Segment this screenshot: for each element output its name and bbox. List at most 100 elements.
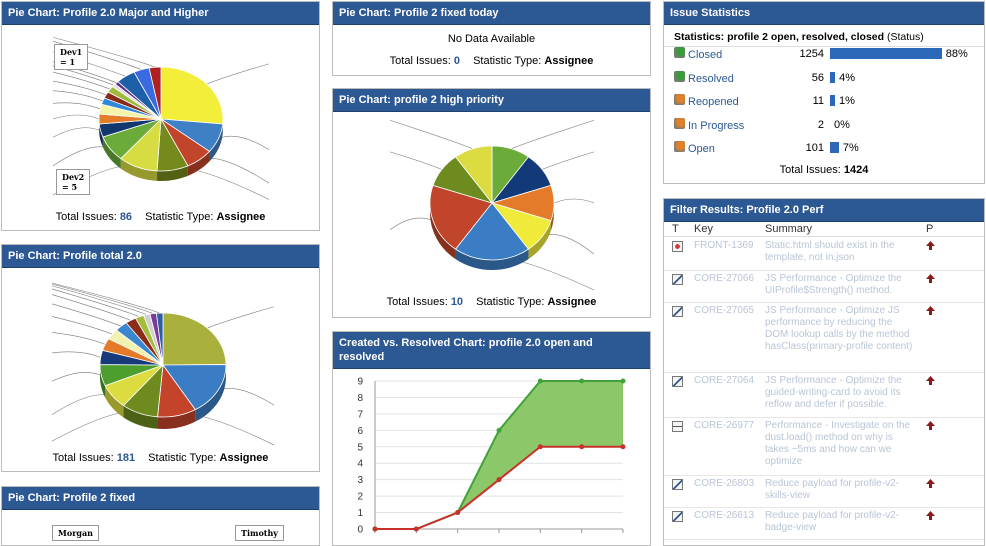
priority-up-arrow-icon <box>926 479 935 488</box>
issue-key-link[interactable]: CORE-26613 <box>694 510 754 521</box>
total-issues-count[interactable]: 10 <box>451 296 463 308</box>
pie-leader-line <box>53 128 101 137</box>
total-issues-count[interactable]: 86 <box>120 211 132 223</box>
issue-key-link[interactable]: FRONT-1369 <box>694 240 753 251</box>
priority-up-arrow-icon <box>926 306 935 315</box>
gadget-title[interactable]: Pie Chart: profile 2 high priority <box>333 89 650 112</box>
statistics-bar <box>830 142 839 153</box>
issue-summary-link[interactable]: JS Performance - Optimize JS performance… <box>765 305 917 353</box>
gadget-title[interactable]: Filter Results: Profile 2.0 Perf <box>664 199 984 222</box>
gadget-title[interactable]: Pie Chart: Profile 2 fixed today <box>333 2 650 25</box>
table-row[interactable]: CORE-26977 Performance - Investigate on t… <box>664 417 984 476</box>
statistics-count: 11 <box>813 95 824 107</box>
pie-slice[interactable] <box>163 313 226 365</box>
pie-leader-line <box>53 81 106 95</box>
gadget-pie-fixed-today: Pie Chart: Profile 2 fixed today No Data… <box>332 1 651 76</box>
pie-leader-line <box>52 286 147 315</box>
pie-leader-line <box>390 218 433 230</box>
gadget-title[interactable]: Pie Chart: Profile 2.0 Major and Higher <box>2 2 319 25</box>
pie-leader-line <box>53 115 99 119</box>
resolved-point[interactable] <box>579 444 584 449</box>
y-tick-label: 3 <box>357 475 363 486</box>
statistics-status-link[interactable]: Open <box>688 143 715 155</box>
issue-summary-link[interactable]: Static.html should exist in the template… <box>765 240 917 264</box>
gadget-created-resolved: Created vs. Resolved Chart: profile 2.0 … <box>332 331 651 546</box>
pie-leader-line <box>207 307 274 328</box>
created-point[interactable] <box>497 428 502 433</box>
statistics-status-link[interactable]: Reopened <box>688 96 739 108</box>
totals-line: Total Issues: 10 Statistic Type: Assigne… <box>333 296 650 308</box>
table-row[interactable]: FRONT-1369 Static.html should exist in th… <box>664 237 984 271</box>
issue-summary-link[interactable]: Performance - Investigate on the dust.lo… <box>765 420 917 468</box>
pie-leader-line <box>52 332 105 344</box>
no-data-message: No Data Available <box>333 33 650 45</box>
issue-key-link[interactable]: CORE-26803 <box>694 478 754 489</box>
statistics-percent: 1% <box>839 95 855 107</box>
pie-leader-line <box>218 388 274 405</box>
table-row[interactable]: CORE-27064 JS Performance - Optimize the … <box>664 372 984 418</box>
col-summary[interactable]: Summary <box>765 223 812 235</box>
table-row[interactable]: CORE-27065 JS Performance - Optimize JS p… <box>664 302 984 373</box>
y-tick-label: 4 <box>357 459 363 470</box>
created-point[interactable] <box>621 379 626 384</box>
priority-up-arrow-icon <box>926 274 935 283</box>
totals-line: Total Issues: 181 Statistic Type: Assign… <box>2 452 319 464</box>
table-row[interactable]: CORE-26613 Reduce payload for profile-v2-… <box>664 507 984 540</box>
y-tick-label: 9 <box>357 377 363 388</box>
callout-dev2: Dev2 = 5 <box>56 169 90 195</box>
statistics-status-link[interactable]: Closed <box>688 49 722 61</box>
gadget-title[interactable]: Created vs. Resolved Chart: profile 2.0 … <box>333 332 650 369</box>
pie-slice[interactable] <box>161 67 223 124</box>
pie-chart-total[interactable] <box>2 267 320 452</box>
issue-summary-link[interactable]: JS Performance - Optimize the UIProfile$… <box>765 273 917 297</box>
pie-leader-line <box>53 147 110 166</box>
pie-chart-high-priority[interactable] <box>333 111 651 296</box>
gadget-title[interactable]: Pie Chart: Profile total 2.0 <box>2 245 319 268</box>
issue-key-link[interactable]: CORE-27066 <box>694 273 754 284</box>
resolved-point[interactable] <box>538 444 543 449</box>
resolved-point[interactable] <box>497 477 502 482</box>
statistics-status-link[interactable]: Resolved <box>688 73 734 85</box>
reopened-icon <box>674 94 685 105</box>
gadget-title[interactable]: Issue Statistics <box>664 2 984 25</box>
gadget-title[interactable]: Pie Chart: Profile 2 fixed <box>2 487 319 510</box>
pie-leader-line <box>542 152 594 170</box>
y-tick-label: 2 <box>357 492 363 503</box>
resolved-point[interactable] <box>414 527 419 532</box>
resolved-point[interactable] <box>455 510 460 515</box>
callout-dev1: Dev1 = 1 <box>54 44 88 70</box>
pie-leader-line <box>52 372 101 381</box>
issue-summary-link[interactable]: JS Performance - Optimize the guided-wri… <box>765 375 917 411</box>
statistics-subtitle: Statistics: profile 2 open, resolved, cl… <box>664 25 984 47</box>
pie-leader-line <box>53 103 100 109</box>
y-tick-label: 1 <box>357 508 363 519</box>
issue-key-link[interactable]: CORE-27064 <box>694 375 754 386</box>
issue-summary-link[interactable]: Reduce payload for profile-v2-skills-vie… <box>765 478 917 502</box>
pie-leader-line <box>52 284 153 314</box>
pie-chart-major[interactable] <box>2 24 320 214</box>
issue-key-link[interactable]: CORE-27065 <box>694 305 754 316</box>
table-row[interactable]: CORE-27066 JS Performance - Optimize the … <box>664 270 984 303</box>
created-point[interactable] <box>579 379 584 384</box>
total-issues-count[interactable]: 181 <box>117 452 135 464</box>
created-point[interactable] <box>538 379 543 384</box>
total-issues-count[interactable]: 0 <box>454 55 460 67</box>
statistics-count: 1254 <box>800 48 824 60</box>
gadget-filter-results: Filter Results: Profile 2.0 Perf T Key S… <box>663 198 985 546</box>
issue-key-link[interactable]: CORE-26977 <box>694 420 754 431</box>
statistics-row: Reopened 11 1% <box>664 92 984 112</box>
col-priority[interactable]: P <box>926 223 933 235</box>
y-tick-label: 5 <box>357 442 363 453</box>
col-type[interactable]: T <box>672 223 679 235</box>
resolved-point[interactable] <box>621 444 626 449</box>
col-key[interactable]: Key <box>694 223 713 235</box>
table-row[interactable]: CORE-26803 Reduce payload for profile-v2-… <box>664 475 984 508</box>
statistics-status-link[interactable]: In Progress <box>688 120 744 132</box>
open-icon <box>674 141 685 152</box>
resolved-point[interactable] <box>373 527 378 532</box>
issue-summary-link[interactable]: Reduce payload for profile-v2-badge-view <box>765 510 917 534</box>
y-tick-label: 7 <box>357 409 363 420</box>
